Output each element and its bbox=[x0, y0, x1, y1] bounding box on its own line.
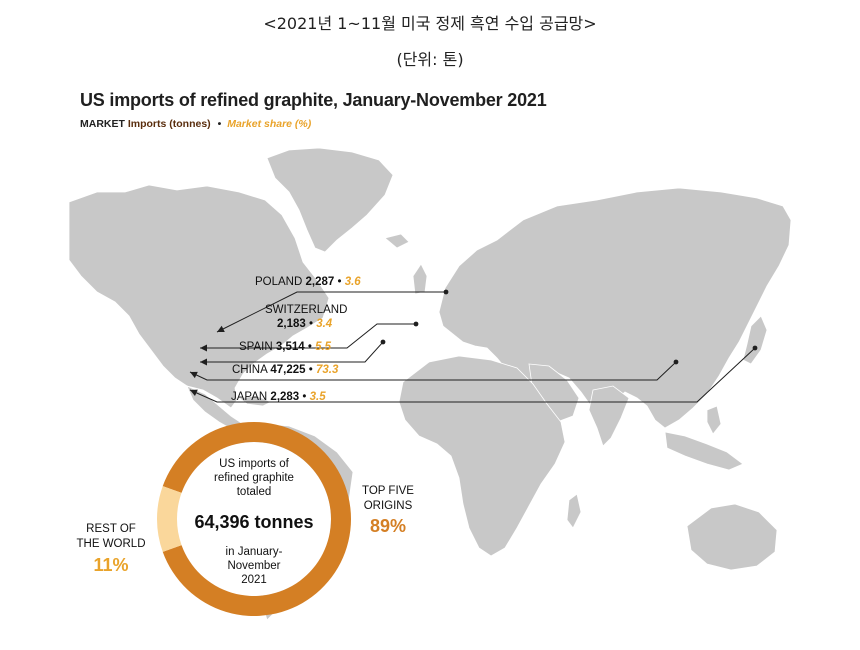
india-shape bbox=[588, 385, 630, 447]
legend-imports: Imports (tonnes) bbox=[127, 118, 211, 130]
route-line-japan bbox=[189, 347, 756, 403]
route-label-switzerland: SWITZERLAND bbox=[265, 304, 347, 316]
madagascar-shape bbox=[566, 493, 582, 529]
north-america-shape bbox=[68, 184, 330, 409]
philippines-shape bbox=[706, 405, 722, 435]
top-five-label-2: ORIGINS bbox=[364, 500, 413, 512]
greenland-shape bbox=[266, 147, 394, 253]
top-five-pct: 89% bbox=[370, 516, 406, 536]
donut-center-disc bbox=[177, 442, 331, 596]
top-five-label-1: TOP FIVE bbox=[362, 485, 414, 497]
route-label-spain: SPAIN 3,514 • 5.5 bbox=[239, 341, 332, 353]
route-values-switzerland: 2,183 • 3.4 bbox=[277, 318, 333, 330]
legend-prefix: MARKET bbox=[80, 118, 125, 130]
unit-caption: (단위: 톤) bbox=[396, 50, 464, 69]
rest-label-2: THE WORLD bbox=[77, 538, 146, 550]
africa-shape bbox=[398, 355, 566, 557]
donut-center-total: 64,396 tonnes bbox=[194, 512, 313, 532]
caribbean-shape bbox=[237, 395, 272, 407]
route-arrow-japan bbox=[190, 389, 198, 397]
australia-shape bbox=[686, 503, 778, 571]
origin-dot-china bbox=[673, 359, 679, 365]
japan-shape bbox=[742, 315, 768, 365]
route-label-china: CHINA 47,225 • 73.3 bbox=[232, 364, 339, 376]
chart-legend: MARKET Imports (tonnes) • Market share (… bbox=[80, 118, 311, 130]
iceland-shape bbox=[384, 233, 410, 249]
route-label-japan: JAPAN 2,283 • 3.5 bbox=[231, 391, 326, 403]
donut-center-line7: 2021 bbox=[241, 574, 267, 586]
rest-pct: 11% bbox=[93, 555, 128, 575]
rest-label-1: REST OF bbox=[86, 523, 136, 535]
origin-dot-spain bbox=[380, 339, 386, 345]
legend-dot: • bbox=[217, 118, 222, 130]
legend-share: Market share (%) bbox=[227, 118, 312, 130]
donut-center-line3: totaled bbox=[237, 486, 272, 498]
route-line-switzerland bbox=[200, 323, 416, 349]
route-arrow-spain bbox=[200, 358, 207, 366]
chart-figure: POLAND 2,287 • 3.6 SWITZERLAND 2,183 • 3.4… bbox=[67, 80, 793, 632]
page-caption: <2021년 1~11월 미국 정제 흑연 수입 공급망> bbox=[263, 14, 597, 33]
world-map: POLAND 2,287 • 3.6 SWITZERLAND 2,183 • 3.4… bbox=[68, 147, 792, 621]
route-line-spain bbox=[200, 341, 384, 363]
donut-slice-rest bbox=[156, 486, 182, 552]
donut-center-line6: November bbox=[227, 560, 280, 572]
route-label-poland: POLAND 2,287 • 3.6 bbox=[255, 276, 361, 288]
southeast-asia-shape bbox=[664, 431, 744, 471]
origin-dot-switzerland bbox=[413, 321, 419, 327]
origin-dot-poland bbox=[443, 289, 449, 295]
route-arrow-china bbox=[190, 371, 198, 379]
donut-center-line1: US imports of bbox=[219, 458, 289, 470]
route-arrow-poland bbox=[217, 325, 225, 332]
chart-title: US imports of refined graphite, January-… bbox=[80, 90, 547, 110]
route-line-china bbox=[189, 361, 677, 381]
donut-center-line5: in January- bbox=[226, 546, 283, 558]
donut-center-line2: refined graphite bbox=[214, 472, 294, 484]
route-arrow-switzerland bbox=[200, 344, 207, 352]
origin-dot-japan bbox=[752, 345, 758, 351]
route-line-poland bbox=[216, 291, 446, 333]
uk-shape bbox=[412, 263, 428, 295]
